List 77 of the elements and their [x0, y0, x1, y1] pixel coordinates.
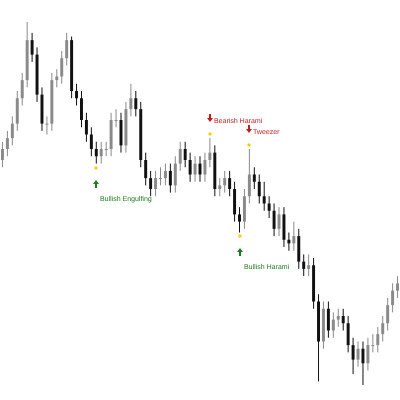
- candlestick: [223, 170, 226, 193]
- candlestick: [36, 47, 39, 102]
- candlestick: [129, 84, 132, 116]
- candlestick: [218, 178, 222, 196]
- candlestick: [188, 152, 192, 182]
- candlestick: [317, 294, 320, 382]
- candlestick: [326, 302, 330, 338]
- candlestick: [391, 283, 394, 312]
- candlestick: [342, 308, 345, 331]
- candlestick: [26, 22, 29, 88]
- candlestick: [0, 142, 4, 168]
- candlestick: [242, 188, 246, 229]
- candlestick: [282, 207, 286, 248]
- candlestick: [110, 112, 113, 156]
- candlestick: [94, 142, 98, 164]
- candlestick: [50, 72, 54, 131]
- candlestick: [346, 316, 350, 352]
- candlestick: [371, 334, 374, 352]
- candlestick: [60, 51, 64, 84]
- candlestick: [20, 72, 24, 106]
- candlestick: [84, 112, 88, 142]
- candlestick: [248, 149, 251, 204]
- candlestick: [203, 152, 206, 182]
- candlestick: [332, 312, 335, 338]
- candlestick: [233, 182, 236, 222]
- candlestick: [238, 207, 241, 233]
- candlestick: [272, 204, 276, 236]
- candlestick: [312, 258, 316, 309]
- candlestick: [252, 167, 256, 189]
- candlestick: [174, 156, 177, 193]
- candlestick: [287, 232, 290, 251]
- candlestick: [268, 196, 271, 218]
- candlestick: [352, 338, 355, 374]
- candlestick: [134, 90, 138, 116]
- candlestick: [45, 116, 48, 135]
- candlestick: [159, 167, 162, 186]
- candlestick: [75, 84, 78, 106]
- candlestick: [104, 142, 108, 156]
- candlestick: [124, 102, 128, 153]
- candlestick: [168, 164, 172, 193]
- candlestick: [6, 130, 9, 156]
- candlestick: [164, 164, 167, 186]
- candlestick: [154, 170, 158, 196]
- candlestick: [262, 182, 266, 211]
- candlestick: [40, 87, 44, 131]
- candlestick: [149, 170, 152, 196]
- candlestick: [55, 69, 58, 88]
- candlestick: [114, 109, 118, 128]
- candlestick: [70, 36, 74, 98]
- candlestick: [194, 156, 197, 182]
- candlestick: [184, 142, 187, 168]
- candlestick: [307, 254, 310, 276]
- candlestick: [356, 341, 360, 367]
- candlestick: [386, 298, 390, 331]
- candlestick: [144, 152, 148, 186]
- candlestick: [278, 207, 280, 236]
- candlestick: [228, 170, 232, 196]
- candlestick: [361, 341, 364, 385]
- candlestick: [208, 138, 212, 168]
- candlestick: [213, 145, 216, 196]
- candlestick: [120, 112, 122, 153]
- candlestick: [10, 116, 14, 146]
- candlestick: [322, 302, 325, 349]
- candlestick: [198, 156, 202, 182]
- candlestick: [336, 308, 340, 327]
- candlestick: [396, 276, 400, 298]
- candlestick: [30, 32, 34, 62]
- candlestick: [366, 338, 370, 370]
- candlestick: [80, 90, 83, 128]
- candlestick: [100, 142, 103, 164]
- candlestick: [292, 222, 296, 251]
- candlestick: [16, 90, 19, 131]
- candlestick: [302, 254, 306, 276]
- candlestick: [65, 32, 68, 66]
- candlestick: [90, 127, 93, 156]
- candlestick: [376, 326, 380, 352]
- candlestick: [381, 316, 384, 342]
